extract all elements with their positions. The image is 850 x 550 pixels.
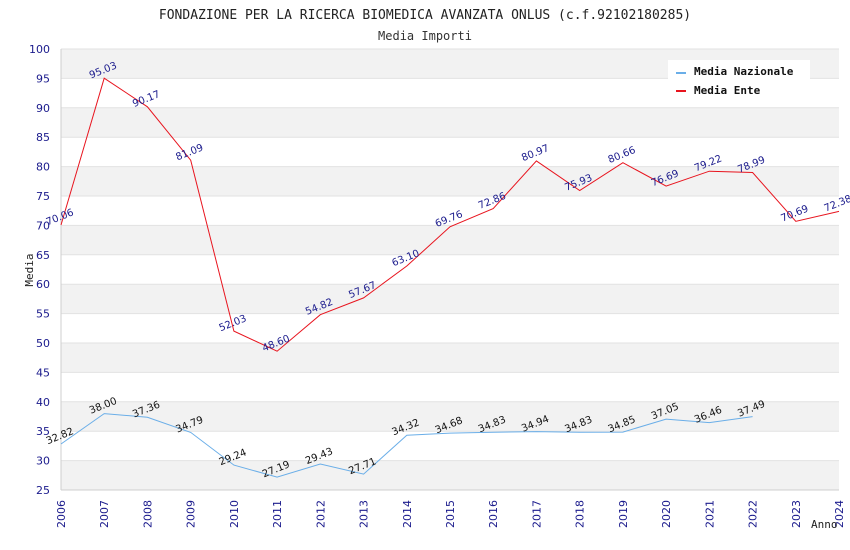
x-tick-label: 2016 [487,500,500,528]
legend: Media Nazionale Media Ente [668,60,810,102]
x-tick-label: 2012 [314,500,327,528]
data-label: 80.97 [520,143,551,164]
y-tick-label: 50 [36,337,50,350]
axes [60,49,839,491]
legend-label-ente: Media Ente [694,84,761,97]
grid-band [61,401,839,432]
y-tick-label: 85 [36,131,50,144]
y-tick-label: 75 [36,190,50,203]
series-line-media-ente [60,77,840,352]
y-tick-label: 25 [36,484,50,497]
y-tick-label: 65 [36,249,50,262]
chart-title: FONDAZIONE PER LA RICERCA BIOMEDICA AVAN… [159,8,691,23]
y-tick-label: 90 [36,102,50,115]
plot-bands [61,49,839,490]
x-tick-label: 2024 [833,500,846,528]
x-tick-label: 2007 [98,500,111,528]
grid-band [61,107,839,138]
y-tick-label: 35 [36,425,50,438]
y-tick-label: 70 [36,219,50,232]
chart-subtitle: Media Importi [378,29,472,43]
series-lines [60,77,840,478]
x-tick-label: 2011 [271,500,284,528]
data-label: 52.03 [218,313,249,334]
x-tick-label: 2019 [617,500,630,528]
grid-band [61,166,839,196]
grid-band [61,343,839,373]
series-line-media-nazionale [60,413,753,478]
data-label: 70.69 [780,204,811,225]
x-tick-label: 2010 [228,500,241,528]
x-tick-label: 2015 [444,500,457,528]
x-tick-label: 2008 [141,500,154,528]
x-tick-label: 2013 [358,500,371,528]
y-tick-labels: 25 30 35 40 45 50 55 60 65 70 75 80 85 90 95 100 [29,43,50,497]
x-tick-label: 2018 [574,500,587,528]
data-label: 72.38 [823,194,850,215]
x-tick-label: 2021 [703,500,716,528]
x-tick-label: 2017 [530,500,543,528]
y-tick-label: 60 [36,278,50,291]
grid-band [61,460,839,490]
x-tick-label: 2022 [747,500,760,528]
y-tick-label: 55 [36,308,50,321]
legend-box [668,60,810,102]
y-tick-label: 100 [29,43,50,56]
y-tick-label: 95 [36,72,50,85]
x-tick-labels: 2006 2007 2008 2009 2010 2011 2012 2013 2014 2015… [55,500,846,528]
y-tick-label: 30 [36,455,50,468]
grid-band [61,284,839,314]
x-tick-label: 2006 [55,500,68,528]
y-axis-label: Media [23,253,36,286]
legend-label-nazionale: Media Nazionale [694,65,794,78]
x-axis-label: Anno [811,518,838,531]
x-tick-label: 2009 [185,500,198,528]
x-tick-label: 2023 [790,500,803,528]
y-tick-label: 40 [36,396,50,409]
y-tick-label: 80 [36,161,50,174]
x-tick-label: 2014 [401,500,414,528]
y-tick-label: 45 [36,366,50,379]
x-tick-label: 2020 [660,500,673,528]
grid-band [61,225,839,255]
